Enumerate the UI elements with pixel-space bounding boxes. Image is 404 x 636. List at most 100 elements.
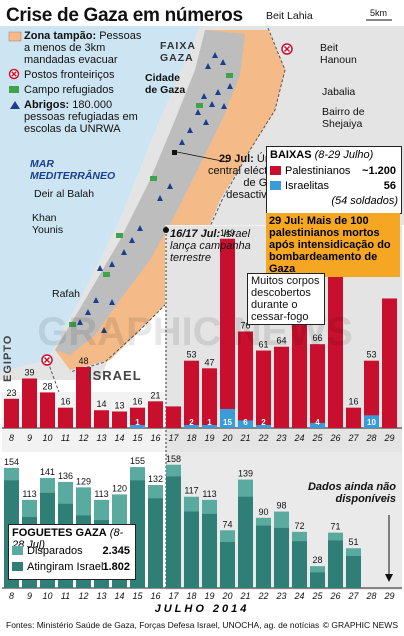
- rockets-fired-value-label: 136: [58, 471, 73, 481]
- palestinian-bar: [328, 236, 343, 428]
- palestinians-swatch: [270, 166, 281, 175]
- casualty-x-tick: 24: [293, 433, 304, 443]
- legend-hit: Atingiram Israel: [27, 561, 104, 573]
- place-rafah: Rafah: [52, 288, 81, 300]
- palestinian-value-label: 16: [60, 397, 70, 407]
- rockets-fired-value-label: 139: [238, 469, 253, 479]
- palestinian-value-label: 66: [312, 333, 322, 343]
- rockets-hit-bar: [184, 511, 199, 588]
- palestinian-value-label: 47: [204, 357, 214, 367]
- rocket-x-tick: 25: [311, 591, 323, 601]
- israeli-value-label: 2: [261, 418, 266, 427]
- rockets-fired-value-label: 90: [258, 507, 268, 517]
- rocket-x-tick: 14: [114, 591, 124, 601]
- legend-palestinians-total: ~1.200: [362, 165, 396, 177]
- rocket-x-tick: 19: [204, 591, 214, 601]
- palestinian-value-label: 61: [258, 340, 268, 350]
- shelter-icon: [109, 261, 115, 267]
- palestinian-bar: [148, 401, 163, 428]
- place-faixa-gaza: FAIXA GAZA: [160, 40, 196, 64]
- fired-swatch: [12, 546, 23, 555]
- place-khan-younis: Khan Younis: [32, 212, 64, 236]
- legend-israelis-row: Israelitas 56: [270, 180, 398, 192]
- casualty-bars: 23 39 28 16 48 14 13 16 1 21 53 2 47 1 149 15 76 6 61 2 64 10…: [4, 225, 397, 428]
- casualty-subtitle: (8-29 Julho): [314, 149, 374, 161]
- jul29-highlight: 29 Jul: Mais de 100 palestinianos mortos…: [266, 213, 400, 277]
- palestinian-value-label: 48: [78, 356, 88, 366]
- rockets-fired-value-label: 113: [202, 489, 216, 499]
- rockets-fired-value-label: 98: [276, 501, 286, 511]
- shelter-icon: [129, 237, 135, 243]
- shelter-icon: [205, 63, 211, 69]
- shelter-icon: [167, 183, 173, 189]
- rocket-x-tick: 29: [383, 591, 394, 601]
- rockets-fired-value-label: 71: [330, 522, 340, 532]
- rocket-x-tick: 9: [27, 591, 32, 601]
- casualty-x-tick: 13: [96, 433, 106, 443]
- rockets-hit-bar: [220, 541, 235, 588]
- rocket-x-tick: 18: [186, 591, 196, 601]
- casualty-legend: BAIXAS (8-29 Julho) Palestinianos ~1.200…: [266, 146, 402, 214]
- page-title: Crise de Gaza em números: [6, 5, 243, 26]
- shelter-icons: [77, 52, 233, 333]
- shelter-icon: [121, 249, 127, 255]
- ground-campaign-text: Israel lança campanha terrestre: [170, 228, 251, 264]
- x-tick-labels: 8 9 10 11 12 13 14 15 16 17 18 19 20 21 22 23 24 25 26 27 28…: [9, 591, 395, 601]
- palestinian-bar: [274, 346, 289, 428]
- camp-legend-swatch: [9, 86, 19, 93]
- casualty-x-tick: 20: [221, 433, 232, 443]
- palestinian-bar: [58, 407, 73, 428]
- rockets-fired-value-label: 141: [40, 467, 55, 477]
- rockets-fired-value-label: 155: [130, 456, 145, 466]
- rockets-fired-value-label: 113: [94, 489, 108, 499]
- legend-buffer: Zona tampão: Pessoas a menos de 3km mand…: [24, 30, 146, 66]
- shelter-legend-icon: [10, 101, 20, 109]
- israeli-bar: [310, 422, 325, 428]
- palestinian-value-label: 76: [240, 320, 250, 330]
- shelter-icon: [85, 309, 91, 315]
- place-shejaiya: Bairro de Shejaiya: [322, 106, 365, 130]
- legend-shelters-label: Abrigos:: [24, 99, 70, 111]
- casualty-x-tick: 23: [275, 433, 286, 443]
- refugee-camp-icons: [69, 73, 233, 327]
- legend-israelis-note: (54 soldados): [331, 195, 398, 207]
- rocket-x-tick: 13: [96, 591, 106, 601]
- casualty-x-tick: 8: [9, 433, 14, 443]
- shelter-icon: [221, 103, 227, 109]
- casualty-x-tick: 19: [204, 433, 214, 443]
- rocket-x-tick: 15: [132, 591, 143, 601]
- israeli-value-label: 15: [223, 418, 232, 427]
- rocket-x-tick: 23: [275, 591, 286, 601]
- no-data-annotation: Dados ainda não disponíveis: [307, 481, 396, 505]
- israeli-bar: [220, 408, 235, 428]
- rockets-fired-value-label: 132: [148, 474, 163, 484]
- rocket-title: FOGUETES GAZA: [12, 527, 107, 539]
- x-axis-label: JULHO 2014: [154, 603, 250, 615]
- rockets-fired-value-label: 158: [166, 454, 181, 464]
- footer-sources: Fontes: Ministério Saúde de Gaza, Forças…: [6, 620, 320, 630]
- rocket-x-tick: 12: [78, 591, 88, 601]
- legend-israelis-total: 56: [383, 180, 396, 192]
- palestinian-bar: [4, 398, 19, 428]
- place-beit-hanoun: Beit Hanoun: [320, 42, 357, 66]
- place-mar: MAR MEDITERRÂNEO: [30, 158, 116, 182]
- israeli-bar: [130, 425, 145, 428]
- casualty-x-tick: 26: [329, 433, 340, 443]
- place-beit-lahia: Beit Lahia: [266, 10, 313, 22]
- legend-shelters-desc: 180.000 pessoas refugiadas em escolas da…: [24, 99, 138, 135]
- shelter-icon: [227, 83, 233, 89]
- shelter-icon: [101, 327, 107, 333]
- palestinian-bar: [382, 298, 397, 428]
- rockets-hit-bar: [202, 513, 217, 588]
- legend-crossings: Postos fronteiriços: [24, 69, 115, 81]
- casualty-x-tick: 15: [132, 433, 143, 443]
- israeli-value-label: 4: [315, 418, 320, 427]
- palestinian-value-label: 14: [96, 399, 106, 409]
- place-jabalia: Jabalia: [322, 86, 356, 98]
- legend-israelis: Israelitas: [285, 180, 330, 192]
- palestinian-bar: [112, 411, 127, 428]
- no-data-arrowhead: [385, 574, 393, 582]
- x-tick-labels-middle: 8 9 10 11 12 13 14 15 16 17 18 19 20 21 22 23 24 25 26 27 28…: [9, 433, 395, 443]
- rockets-fired-value-label: 72: [294, 521, 304, 531]
